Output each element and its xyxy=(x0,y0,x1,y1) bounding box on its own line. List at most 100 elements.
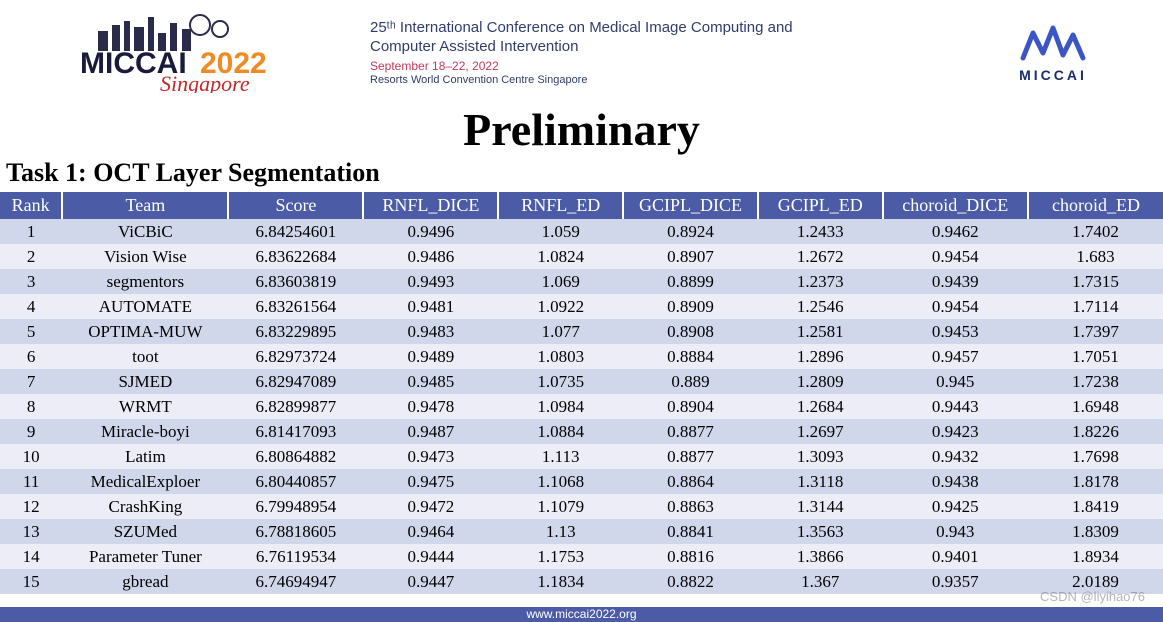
table-cell: gbread xyxy=(62,569,228,594)
table-cell: 0.8924 xyxy=(623,219,758,244)
table-cell: 1.059 xyxy=(498,219,623,244)
table-row: 9Miracle-boyi6.814170930.94871.08840.887… xyxy=(0,419,1163,444)
table-cell: 0.9454 xyxy=(883,294,1028,319)
table-cell: 5 xyxy=(0,319,62,344)
conf-title-line1: 25ᵗʰ International Conference on Medical… xyxy=(370,19,953,38)
table-cell: 6.76119534 xyxy=(228,544,363,569)
table-row: 11MedicalExploer6.804408570.94751.10680.… xyxy=(0,469,1163,494)
table-cell: 1.1834 xyxy=(498,569,623,594)
table-cell: 13 xyxy=(0,519,62,544)
conf-dates: September 18–22, 2022 xyxy=(370,59,953,74)
header: MICCAI 2022 Singapore 25ᵗʰ International… xyxy=(0,0,1163,101)
table-cell: 1.0922 xyxy=(498,294,623,319)
table-cell: 0.8864 xyxy=(623,469,758,494)
miccai-society-logo: MICCAI xyxy=(983,13,1123,83)
table-cell: 6.83261564 xyxy=(228,294,363,319)
table-cell: SJMED xyxy=(62,369,228,394)
table-cell: 1.3144 xyxy=(758,494,883,519)
table-cell: 1.8419 xyxy=(1028,494,1163,519)
table-cell: 1.2809 xyxy=(758,369,883,394)
table-cell: 0.9486 xyxy=(363,244,498,269)
table-cell: 6.81417093 xyxy=(228,419,363,444)
table-header-cell: RNFL_DICE xyxy=(363,192,498,219)
table-cell: MedicalExploer xyxy=(62,469,228,494)
logo-script-text: Singapore xyxy=(160,71,250,93)
table-row: 5OPTIMA-MUW6.832298950.94831.0770.89081.… xyxy=(0,319,1163,344)
table-cell: 1.3563 xyxy=(758,519,883,544)
table-cell: 1.7397 xyxy=(1028,319,1163,344)
table-cell: 1.2581 xyxy=(758,319,883,344)
table-cell: 1.7114 xyxy=(1028,294,1163,319)
table-cell: 1.7402 xyxy=(1028,219,1163,244)
conf-title-line2: Computer Assisted Intervention xyxy=(370,38,953,57)
table-cell: 1.3866 xyxy=(758,544,883,569)
table-header-cell: Score xyxy=(228,192,363,219)
table-cell: 6.83229895 xyxy=(228,319,363,344)
table-cell: ViCBiC xyxy=(62,219,228,244)
table-cell: 6.82973724 xyxy=(228,344,363,369)
table-header-cell: choroid_DICE xyxy=(883,192,1028,219)
miccai2022-logo: MICCAI 2022 Singapore xyxy=(40,13,340,93)
table-cell: 3 xyxy=(0,269,62,294)
table-cell: 0.9489 xyxy=(363,344,498,369)
table-cell: 6.83603819 xyxy=(228,269,363,294)
task-title: Task 1: OCT Layer Segmentation xyxy=(6,158,1163,188)
results-table: RankTeamScoreRNFL_DICERNFL_EDGCIPL_DICEG… xyxy=(0,192,1163,594)
table-header-row: RankTeamScoreRNFL_DICERNFL_EDGCIPL_DICEG… xyxy=(0,192,1163,219)
table-cell: 0.9475 xyxy=(363,469,498,494)
table-cell: 8 xyxy=(0,394,62,419)
table-cell: 6.82947089 xyxy=(228,369,363,394)
table-cell: 1.2684 xyxy=(758,394,883,419)
table-cell: 0.9447 xyxy=(363,569,498,594)
table-cell: 1.2896 xyxy=(758,344,883,369)
table-row: 8WRMT6.828998770.94781.09840.89041.26840… xyxy=(0,394,1163,419)
table-cell: 1.2433 xyxy=(758,219,883,244)
footer-url: www.miccai2022.org xyxy=(526,607,636,621)
table-cell: 0.9401 xyxy=(883,544,1028,569)
table-row: 13SZUMed6.788186050.94641.130.88411.3563… xyxy=(0,519,1163,544)
table-cell: 1.6948 xyxy=(1028,394,1163,419)
page-title: Preliminary xyxy=(0,103,1163,156)
table-row: 10Latim6.808648820.94731.1130.88771.3093… xyxy=(0,444,1163,469)
table-cell: 0.8863 xyxy=(623,494,758,519)
table-cell: 4 xyxy=(0,294,62,319)
table-cell: 7 xyxy=(0,369,62,394)
table-row: 15gbread6.746949470.94471.18340.88221.36… xyxy=(0,569,1163,594)
table-cell: OPTIMA-MUW xyxy=(62,319,228,344)
table-cell: Vision Wise xyxy=(62,244,228,269)
table-cell: 9 xyxy=(0,419,62,444)
table-row: 1ViCBiC6.842546010.94961.0590.89241.2433… xyxy=(0,219,1163,244)
table-cell: 1.683 xyxy=(1028,244,1163,269)
table-cell: 6.79948954 xyxy=(228,494,363,519)
table-cell: 0.8907 xyxy=(623,244,758,269)
table-row: 4AUTOMATE6.832615640.94811.09220.89091.2… xyxy=(0,294,1163,319)
table-cell: 0.8841 xyxy=(623,519,758,544)
table-cell: 0.8884 xyxy=(623,344,758,369)
table-cell: 2.0189 xyxy=(1028,569,1163,594)
table-cell: 0.9438 xyxy=(883,469,1028,494)
table-cell: 1.0824 xyxy=(498,244,623,269)
table-cell: 1.7315 xyxy=(1028,269,1163,294)
table-cell: 0.9487 xyxy=(363,419,498,444)
table-cell: 1.0884 xyxy=(498,419,623,444)
table-cell: 1.069 xyxy=(498,269,623,294)
table-row: 7SJMED6.829470890.94851.07350.8891.28090… xyxy=(0,369,1163,394)
table-cell: segmentors xyxy=(62,269,228,294)
table-cell: 6 xyxy=(0,344,62,369)
table-cell: 0.9493 xyxy=(363,269,498,294)
table-cell: 1.1079 xyxy=(498,494,623,519)
table-cell: 0.9464 xyxy=(363,519,498,544)
table-cell: 0.9357 xyxy=(883,569,1028,594)
table-cell: 15 xyxy=(0,569,62,594)
table-cell: 6.84254601 xyxy=(228,219,363,244)
table-row: 6toot6.829737240.94891.08030.88841.28960… xyxy=(0,344,1163,369)
table-cell: Miracle-boyi xyxy=(62,419,228,444)
table-row: 12CrashKing6.799489540.94721.10790.88631… xyxy=(0,494,1163,519)
table-cell: 1.077 xyxy=(498,319,623,344)
table-cell: 1.8934 xyxy=(1028,544,1163,569)
table-header-cell: choroid_ED xyxy=(1028,192,1163,219)
table-cell: 6.74694947 xyxy=(228,569,363,594)
table-cell: 0.9478 xyxy=(363,394,498,419)
table-cell: 1.3118 xyxy=(758,469,883,494)
table-cell: 0.889 xyxy=(623,369,758,394)
